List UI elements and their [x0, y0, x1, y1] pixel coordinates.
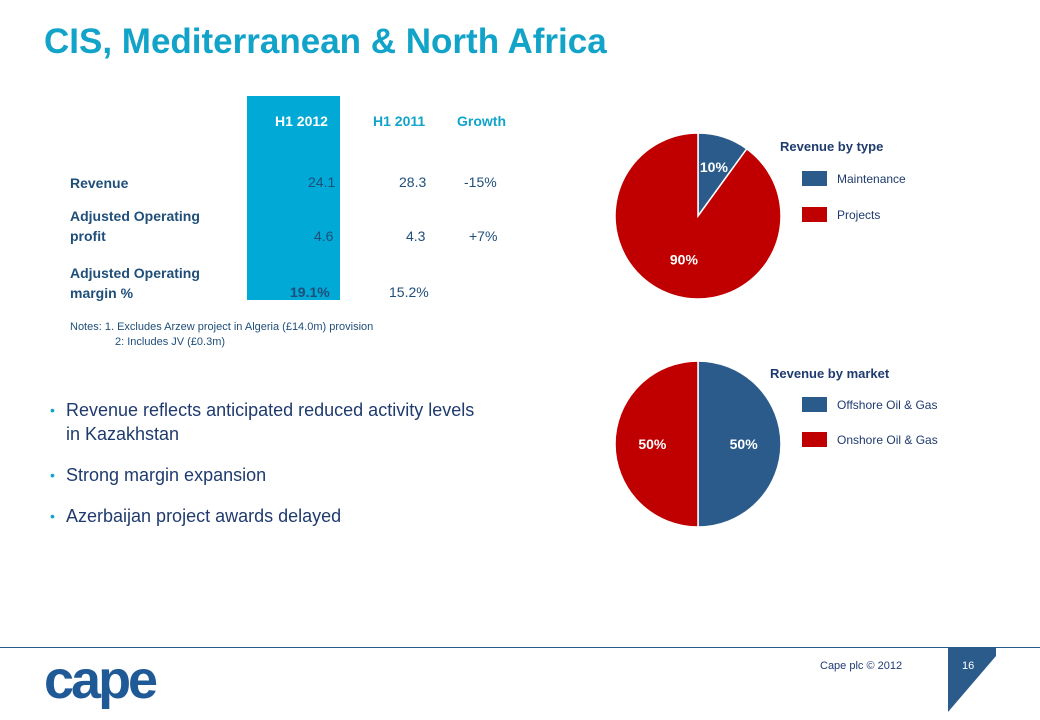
bullet-item: • Revenue reflects anticipated reduced a… — [50, 398, 570, 446]
legend-item-maintenance: Maintenance — [802, 171, 906, 186]
pie-slice-offshore-oil-gas — [697, 360, 782, 528]
copyright-text: Cape plc © 2012 — [820, 660, 903, 672]
header-h1-2012: H1 2012 — [275, 113, 328, 129]
legend-label: Offshore Oil & Gas — [837, 397, 938, 412]
cape-logo: cape — [44, 654, 160, 710]
revenue-growth: -15% — [464, 174, 497, 190]
pie-data-label: 50% — [730, 436, 759, 452]
revenue-h1-2012: 24.1 — [308, 174, 336, 190]
bullet-text: Revenue reflects anticipated reduced act… — [66, 400, 475, 420]
bullet-text: Strong margin expansion — [66, 465, 267, 485]
margin-h1-2011: 15.2% — [389, 284, 429, 300]
profit-growth: +7% — [469, 228, 498, 244]
page-number-tab — [948, 648, 996, 712]
bullet-item: • Azerbaijan project awards delayed — [50, 504, 570, 528]
row-label-line2: profit — [70, 228, 106, 244]
legend-swatch — [802, 432, 827, 447]
pie2-title: Revenue by market — [770, 366, 890, 381]
pie-data-label: 90% — [670, 251, 699, 267]
legend-label: Projects — [837, 207, 881, 222]
bullet-dot-icon: • — [50, 508, 55, 524]
pie-slice-onshore-oil-gas — [614, 360, 699, 528]
row-label-line2: margin % — [70, 285, 134, 301]
revenue-by-type-pie-chart: 10% 90% — [614, 132, 782, 300]
legend-swatch — [802, 207, 827, 222]
note-line-1: Notes: 1. Excludes Arzew project in Alge… — [70, 321, 374, 333]
legend-swatch — [802, 171, 827, 186]
row-label-line1: Adjusted Operating — [70, 208, 200, 224]
bullet-dot-icon: • — [50, 402, 55, 418]
legend-label: Onshore Oil & Gas — [837, 432, 938, 447]
legend-item-projects: Projects — [802, 207, 880, 222]
legend-item-onshore: Onshore Oil & Gas — [802, 432, 938, 447]
note-line-2: 2: Includes JV (£0.3m) — [115, 336, 226, 348]
bullet-dot-icon: • — [50, 467, 55, 483]
table-notes: Notes: 1. Excludes Arzew project in Alge… — [70, 320, 373, 350]
margin-h1-2012: 19.1% — [290, 284, 330, 300]
legend-swatch — [802, 397, 827, 412]
logo-text: cape — [44, 654, 157, 710]
page-number: 16 — [962, 660, 975, 672]
pie-data-label: 10% — [700, 159, 729, 175]
page-title: CIS, Mediterranean & North Africa — [44, 22, 607, 61]
footer-divider — [0, 647, 1040, 648]
pie-data-label: 50% — [638, 436, 667, 452]
row-label-revenue: Revenue — [70, 175, 129, 191]
profit-h1-2011: 4.3 — [406, 228, 426, 244]
financial-table: H1 2012 H1 2011 Growth Revenue 24.1 28.3… — [60, 96, 530, 306]
pie1-title: Revenue by type — [780, 139, 884, 154]
row-label-line1: Adjusted Operating — [70, 265, 200, 281]
row-label-adjusted-operating-margin: Adjusted Operating margin % — [70, 263, 200, 303]
h1-2012-highlight-column — [247, 96, 340, 300]
bullet-list: • Revenue reflects anticipated reduced a… — [50, 398, 570, 545]
bullet-text: Azerbaijan project awards delayed — [66, 506, 342, 526]
header-h1-2011: H1 2011 — [373, 113, 426, 129]
revenue-by-market-pie-chart: 50% 50% — [614, 360, 782, 528]
header-growth: Growth — [457, 113, 506, 129]
bullet-item: • Strong margin expansion — [50, 463, 570, 487]
profit-h1-2012: 4.6 — [314, 228, 334, 244]
legend-item-offshore: Offshore Oil & Gas — [802, 397, 937, 412]
pie-slice-projects — [614, 132, 782, 300]
legend-label: Maintenance — [837, 171, 906, 186]
revenue-h1-2011: 28.3 — [399, 174, 427, 190]
row-label-adjusted-operating-profit: Adjusted Operating profit — [70, 206, 200, 246]
bullet-text: in Kazakhstan — [66, 424, 180, 444]
